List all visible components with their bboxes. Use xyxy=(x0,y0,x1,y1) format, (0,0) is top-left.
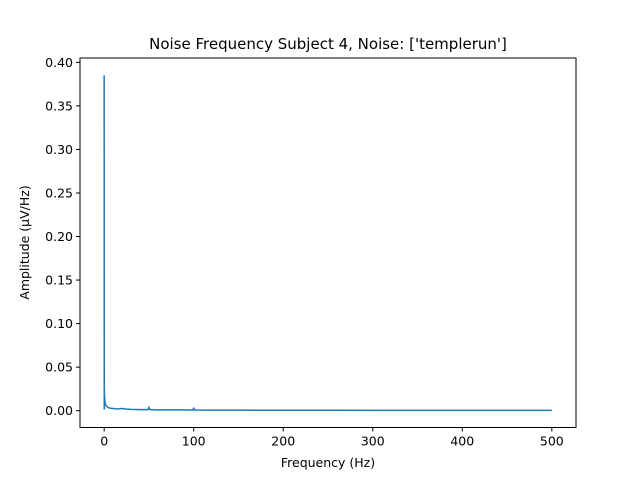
y-axis: 0.00 0.05 0.10 0.15 0.20 0.25 0.30 0.35 0.40 xyxy=(45,55,80,418)
x-axis-label: Frequency (Hz) xyxy=(281,455,375,470)
chart-title: Noise Frequency Subject 4, Noise: ['temp… xyxy=(149,35,507,53)
x-tick-label: 0 xyxy=(100,434,108,449)
x-tick-label: 500 xyxy=(540,434,564,449)
x-tick-label: 100 xyxy=(182,434,206,449)
y-axis-label: Amplitude (μV/Hz) xyxy=(17,185,32,299)
y-tick-label: 0.10 xyxy=(45,316,73,331)
series-line-0 xyxy=(103,75,552,412)
plot-area xyxy=(103,75,552,412)
y-tick-label: 0.15 xyxy=(45,273,73,288)
x-tick-label: 300 xyxy=(361,434,385,449)
y-tick-label: 0.05 xyxy=(45,360,73,375)
x-tick-label: 400 xyxy=(450,434,474,449)
axes-frame xyxy=(79,57,577,428)
y-tick-label: 0.00 xyxy=(45,403,73,418)
x-tick-label: 200 xyxy=(271,434,295,449)
y-tick-label: 0.40 xyxy=(45,55,73,70)
y-tick-label: 0.30 xyxy=(45,142,73,157)
y-tick-label: 0.20 xyxy=(45,229,73,244)
y-tick-label: 0.25 xyxy=(45,185,73,200)
y-tick-label: 0.35 xyxy=(45,98,73,113)
x-axis: 0 100 200 300 400 500 xyxy=(100,427,564,449)
